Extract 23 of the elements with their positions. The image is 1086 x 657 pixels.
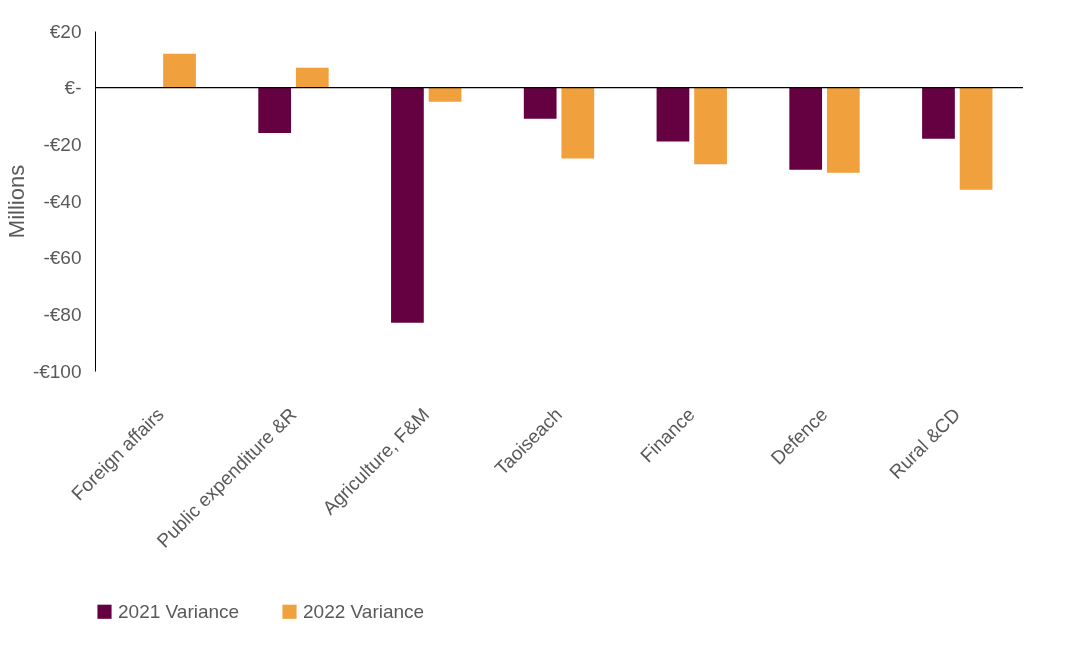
bar [959,87,993,190]
y-tick-label: €20 [49,20,82,42]
legend-label: 2022 Variance [303,600,425,622]
bar [391,87,424,323]
bar [523,87,557,119]
bar [163,53,196,88]
y-tick-label: -€20 [43,133,82,155]
y-tick-label: -€100 [32,360,82,382]
y-tick-label: -€60 [43,247,82,269]
y-tick-label: -€80 [43,303,82,325]
bar [826,87,860,173]
bar [295,67,329,88]
legend-label: 2021 Variance [118,600,240,622]
bar [428,87,462,102]
y-axis-title: Millions [3,164,29,239]
bar [694,87,727,165]
bar [258,87,292,133]
bar [922,87,955,139]
bar [561,87,595,159]
bar [656,87,690,142]
y-tick-label: -€40 [43,190,82,212]
y-tick-label: €- [64,77,82,99]
bar [789,87,823,170]
